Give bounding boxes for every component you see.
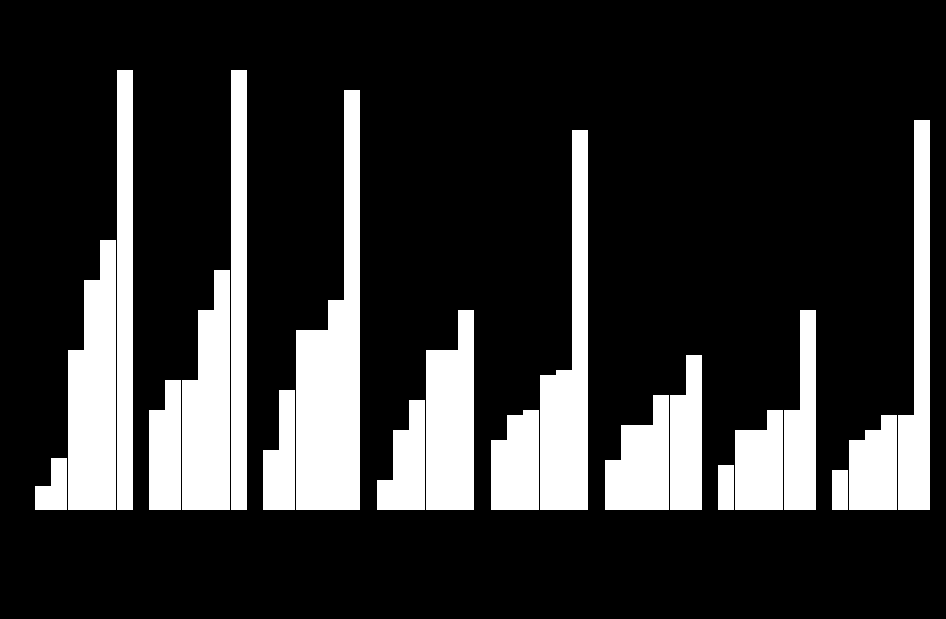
bar <box>393 430 409 510</box>
bar <box>68 350 84 510</box>
bar <box>231 70 247 510</box>
bar <box>84 280 100 510</box>
bar <box>686 355 702 510</box>
bar <box>165 380 181 510</box>
bar <box>751 430 767 510</box>
bar <box>296 330 312 510</box>
bar <box>637 425 653 510</box>
bar <box>312 330 328 510</box>
bar <box>605 460 621 510</box>
bar <box>784 410 800 510</box>
bar <box>735 430 751 510</box>
bar <box>51 458 67 510</box>
bar-chart <box>0 0 946 619</box>
bar <box>149 410 165 510</box>
bar <box>881 415 897 510</box>
bar <box>442 350 458 510</box>
bar <box>377 480 393 510</box>
bar <box>117 70 133 510</box>
bar <box>263 450 279 510</box>
bar <box>100 240 116 510</box>
bar <box>849 440 865 510</box>
bar <box>344 90 360 510</box>
bar <box>865 430 881 510</box>
bar <box>523 410 539 510</box>
bar <box>572 130 588 510</box>
bar <box>556 370 572 510</box>
bar <box>718 465 734 510</box>
bar <box>832 470 848 510</box>
bar <box>426 350 442 510</box>
bar <box>328 300 344 510</box>
bar <box>914 120 930 510</box>
bar <box>540 375 556 510</box>
bar <box>279 390 295 510</box>
bar <box>507 415 523 510</box>
bar <box>182 380 198 510</box>
bar <box>670 395 686 510</box>
bar <box>621 425 637 510</box>
bar <box>898 415 914 510</box>
bar <box>409 400 425 510</box>
bar <box>767 410 783 510</box>
bar <box>800 310 816 510</box>
bar <box>35 486 51 510</box>
bar <box>198 310 214 510</box>
bar <box>653 395 669 510</box>
bar <box>491 440 507 510</box>
bar <box>458 310 474 510</box>
bar <box>214 270 230 510</box>
